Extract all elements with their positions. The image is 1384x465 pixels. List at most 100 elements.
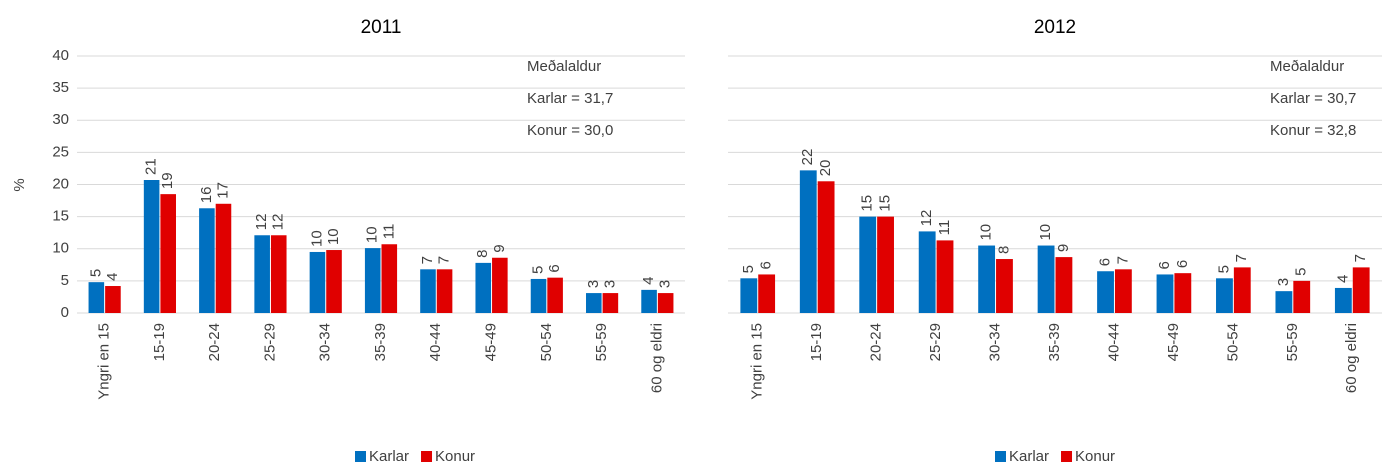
bar: [1233, 267, 1251, 313]
data-label: 9: [491, 244, 508, 252]
data-label: 12: [918, 210, 935, 227]
data-label: 3: [1275, 278, 1292, 286]
annotation: Karlar = 30,7: [1270, 90, 1356, 107]
x-tick-label: 15-19: [151, 323, 168, 361]
bar: [420, 269, 436, 313]
legend-label: Karlar: [369, 448, 409, 465]
y-tick-label: 5: [61, 272, 69, 289]
x-tick-label: 30-34: [987, 323, 1004, 361]
bar: [530, 278, 547, 313]
data-label: 6: [1174, 260, 1191, 268]
data-label: 15: [859, 195, 876, 212]
data-label: 22: [799, 149, 816, 166]
bar: [996, 259, 1013, 313]
data-label: 10: [364, 226, 381, 243]
chart-title: 2012: [1034, 17, 1076, 38]
data-label: 10: [308, 230, 325, 247]
x-tick-label: 20-24: [868, 323, 885, 361]
x-tick-label: 55-59: [593, 323, 610, 361]
annotation: Konur = 30,0: [527, 122, 613, 139]
data-label: 7: [436, 256, 453, 264]
x-tick-label: 15-19: [808, 323, 825, 361]
bar: [1275, 291, 1293, 313]
bar: [105, 286, 121, 313]
bar: [492, 257, 508, 313]
bar: [475, 262, 492, 313]
legend-swatch: [355, 451, 366, 462]
data-label: 21: [143, 158, 160, 175]
x-tick-label: 25-29: [261, 323, 278, 361]
bar: [1055, 257, 1073, 313]
bar: [436, 269, 453, 313]
data-label: 5: [740, 265, 757, 273]
bar: [199, 208, 215, 313]
data-label: 5: [1293, 268, 1310, 276]
bar: [877, 216, 894, 313]
x-tick-label: 60 og eldri: [648, 323, 665, 393]
data-label: 3: [657, 280, 674, 288]
legend-swatch: [1061, 451, 1073, 462]
y-tick-label: 25: [52, 143, 69, 160]
data-label: 7: [419, 256, 436, 264]
data-label: 7: [1233, 254, 1250, 262]
data-label: 19: [159, 172, 176, 189]
x-tick-label: Yngri en 15: [96, 323, 113, 400]
bar: [88, 282, 105, 313]
legend-label: Konur: [1075, 448, 1115, 465]
data-label: 16: [198, 187, 215, 204]
bar: [1114, 269, 1132, 313]
x-tick-label: 50-54: [1224, 323, 1241, 361]
chart-title: 2011: [361, 17, 402, 38]
bar: [740, 278, 758, 313]
bar: [1037, 245, 1055, 313]
data-label: 4: [640, 277, 657, 285]
bar: [859, 216, 877, 313]
x-tick-label: 35-39: [372, 323, 389, 361]
bar: [364, 248, 381, 313]
data-label: 8: [995, 246, 1012, 254]
bar: [326, 250, 342, 313]
x-tick-label: 40-44: [427, 323, 444, 361]
data-label: 9: [1055, 244, 1072, 252]
y-tick-label: 0: [61, 304, 69, 321]
bar: [270, 235, 287, 313]
annotation: Meðalaldur: [527, 58, 601, 75]
data-label: 5: [87, 269, 104, 277]
data-label: 11: [380, 224, 397, 240]
data-label: 3: [601, 280, 618, 288]
legend-swatch: [421, 451, 433, 462]
x-tick-label: 20-24: [206, 323, 223, 361]
y-tick-label: 30: [52, 111, 69, 128]
bar: [215, 203, 232, 313]
data-label: 8: [474, 250, 491, 258]
y-tick-label: 40: [52, 47, 69, 64]
y-tick-label: 15: [52, 208, 69, 225]
data-label: 11: [936, 220, 953, 236]
bar: [1216, 278, 1233, 313]
bar: [1156, 274, 1174, 313]
x-tick-label: Yngri en 15: [749, 323, 766, 400]
data-label: 5: [1215, 265, 1232, 273]
data-label: 12: [270, 214, 287, 231]
bar: [918, 231, 936, 313]
y-axis-label: %: [11, 178, 28, 191]
bar: [1174, 273, 1192, 313]
bar: [602, 293, 619, 313]
data-label: 6: [758, 261, 775, 269]
bar: [799, 170, 817, 313]
bar: [817, 181, 835, 313]
data-label: 3: [585, 280, 602, 288]
bar: [143, 180, 160, 313]
data-label: 10: [325, 228, 342, 245]
data-label: 4: [104, 273, 121, 281]
y-tick-label: 20: [52, 175, 69, 192]
data-label: 7: [1352, 254, 1369, 262]
bar: [586, 293, 602, 313]
data-label: 5: [529, 266, 546, 274]
data-label: 15: [877, 195, 894, 212]
legend-label: Karlar: [1009, 448, 1049, 465]
annotation: Konur = 32,8: [1270, 122, 1356, 139]
x-tick-label: 35-39: [1046, 323, 1063, 361]
x-tick-label: 40-44: [1105, 323, 1122, 361]
